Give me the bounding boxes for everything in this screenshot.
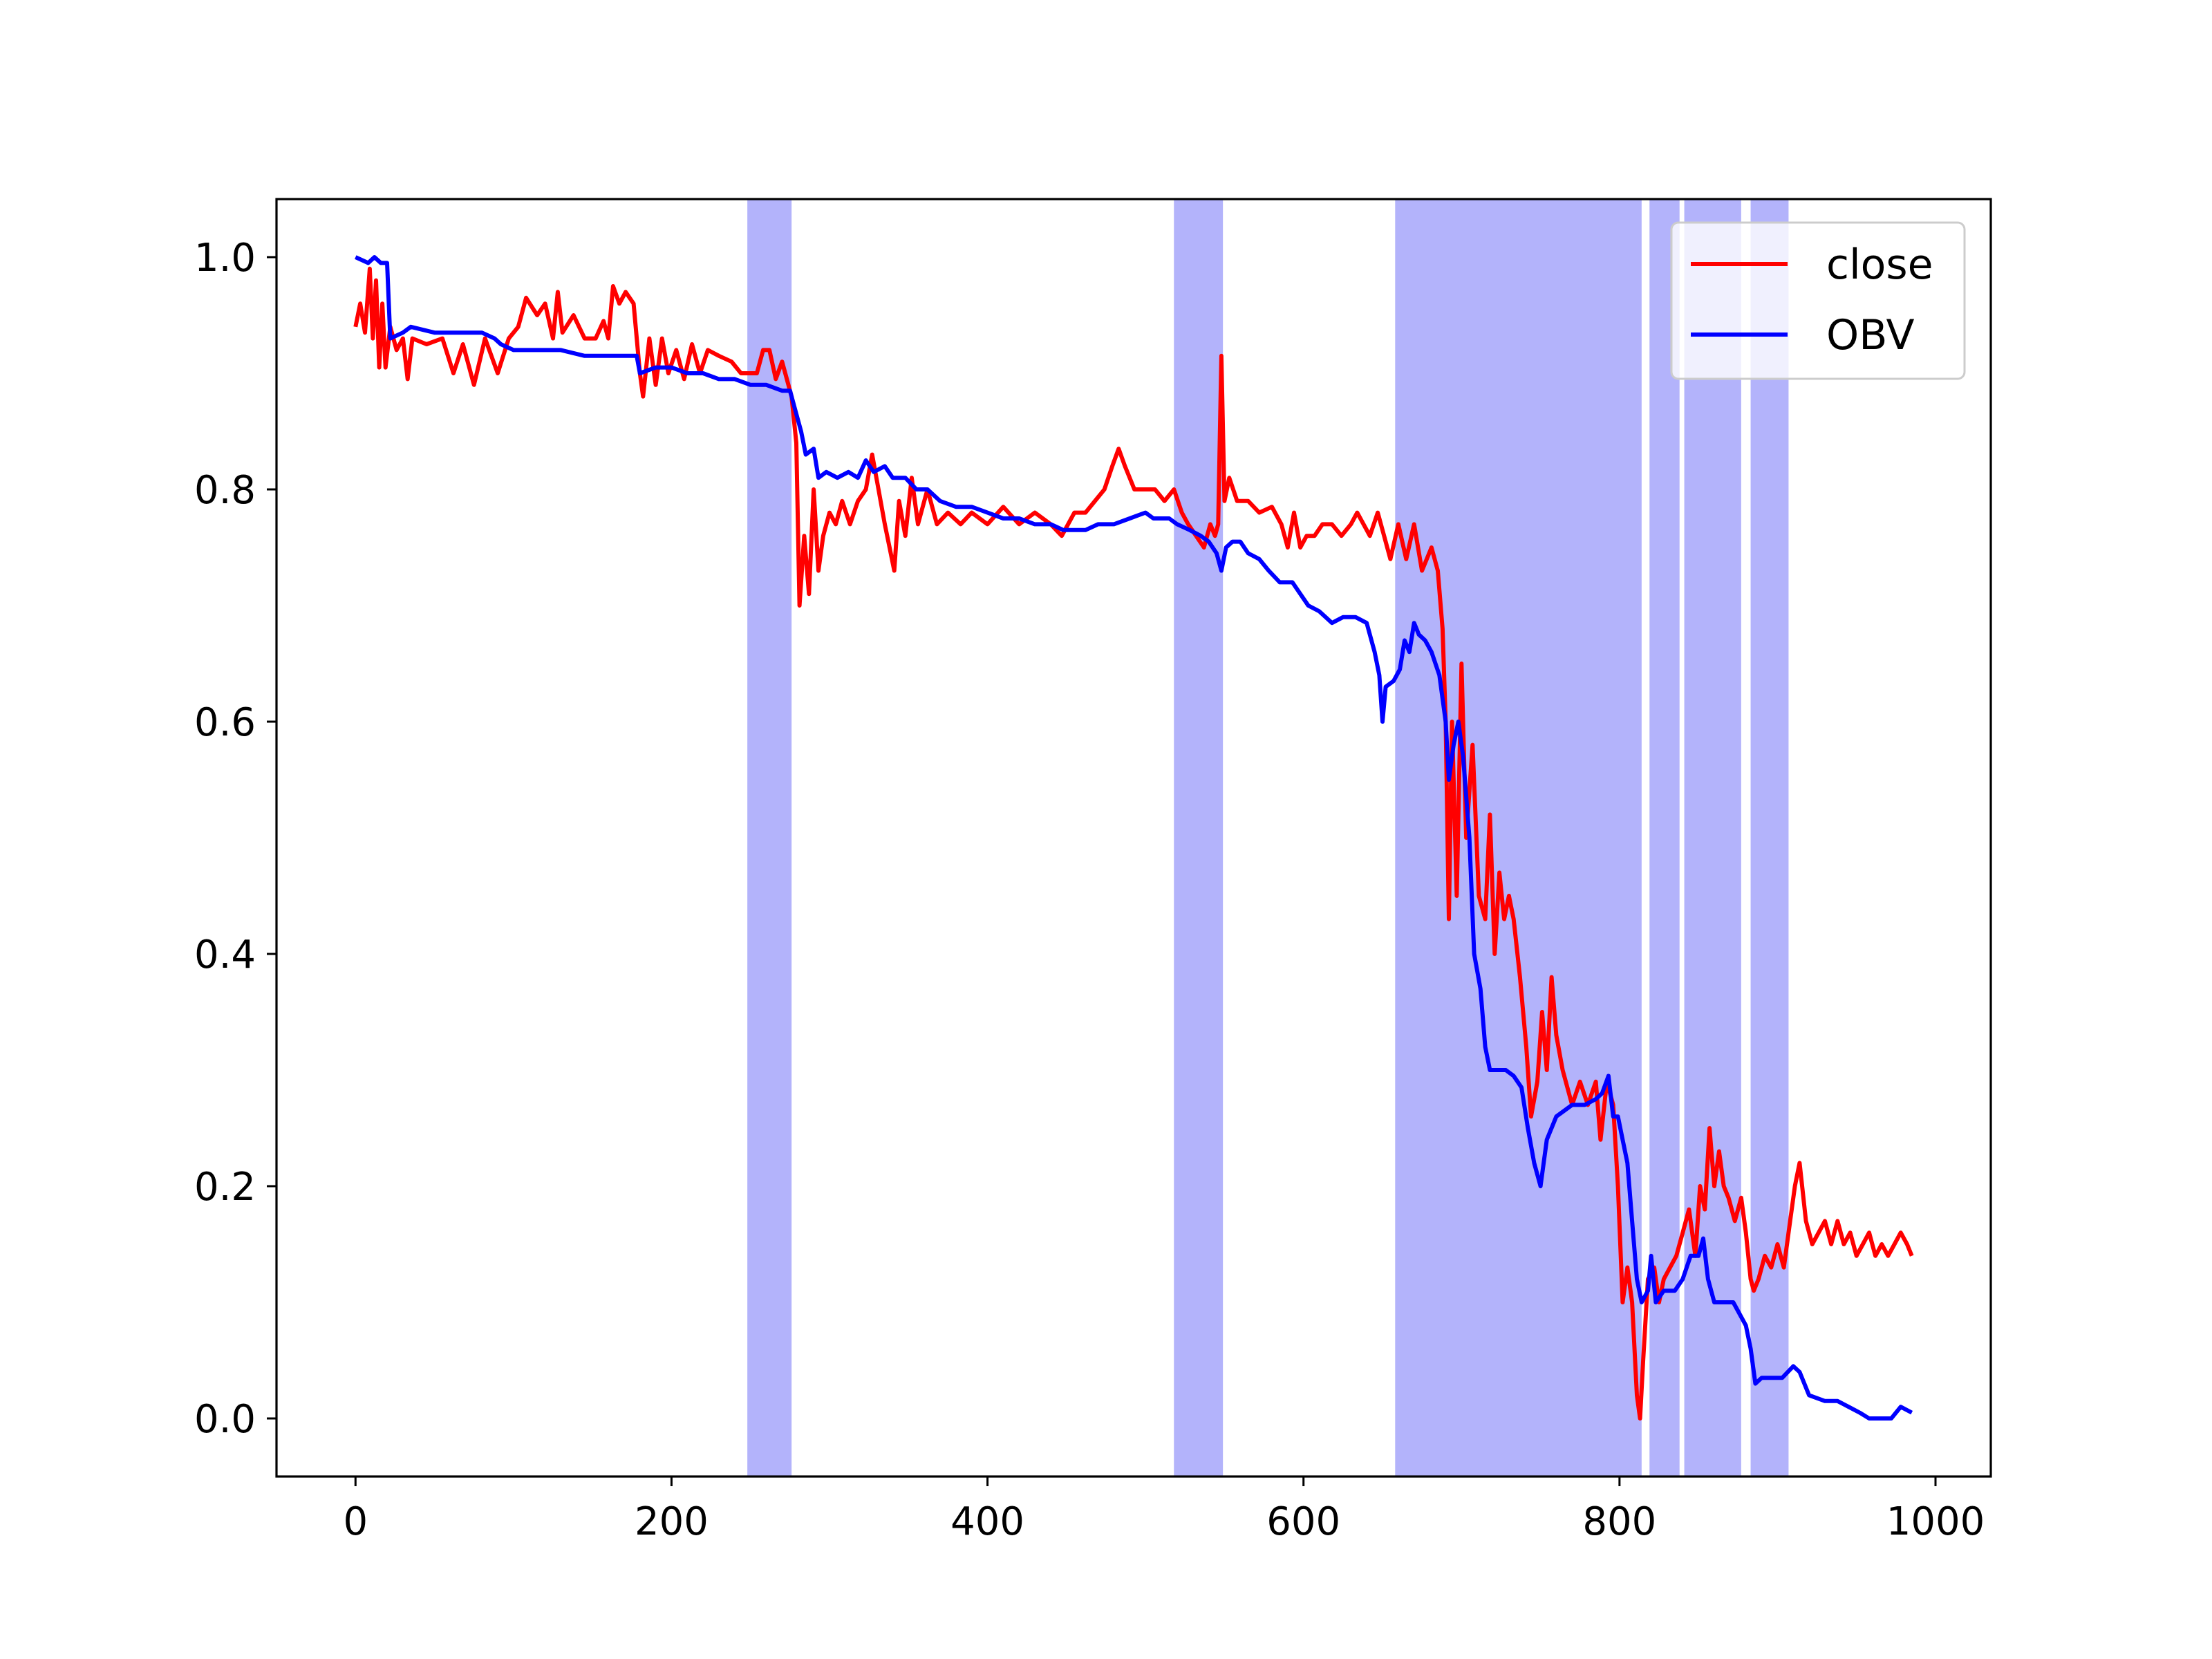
legend: close OBV xyxy=(1670,221,1966,380)
shaded-region xyxy=(1395,199,1642,1477)
legend-label-obv: OBV xyxy=(1826,311,1915,359)
y-tick-label: 0.6 xyxy=(194,700,256,745)
shaded-regions xyxy=(747,199,1789,1477)
series-line-obv xyxy=(355,255,1913,1421)
x-tick-label: 200 xyxy=(635,1499,709,1544)
y-tick-label: 0.8 xyxy=(194,468,256,513)
y-tick-label: 0.0 xyxy=(194,1397,256,1442)
x-tick-label: 800 xyxy=(1582,1499,1656,1544)
shaded-region xyxy=(747,199,792,1477)
x-tick-label: 0 xyxy=(343,1499,368,1544)
x-tick-label: 400 xyxy=(950,1499,1024,1544)
legend-box xyxy=(1670,221,1966,380)
series-line-close xyxy=(353,266,1914,1421)
plot-frame xyxy=(275,198,1992,1478)
shaded-region xyxy=(1684,199,1741,1477)
x-axis: 0 200 400 600 800 1000 xyxy=(343,1477,1985,1544)
y-tick-label: 1.0 xyxy=(194,236,256,281)
shaded-region xyxy=(1174,199,1224,1477)
series-lines xyxy=(353,255,1914,1421)
y-tick-label: 0.2 xyxy=(194,1165,256,1210)
y-axis: 0.0 0.2 0.4 0.6 0.8 1.0 xyxy=(194,236,276,1442)
shaded-region xyxy=(1649,199,1680,1477)
y-tick-label: 0.4 xyxy=(194,932,256,977)
x-tick-label: 600 xyxy=(1266,1499,1340,1544)
legend-label-close: close xyxy=(1826,241,1933,289)
x-tick-label: 1000 xyxy=(1886,1499,1985,1544)
